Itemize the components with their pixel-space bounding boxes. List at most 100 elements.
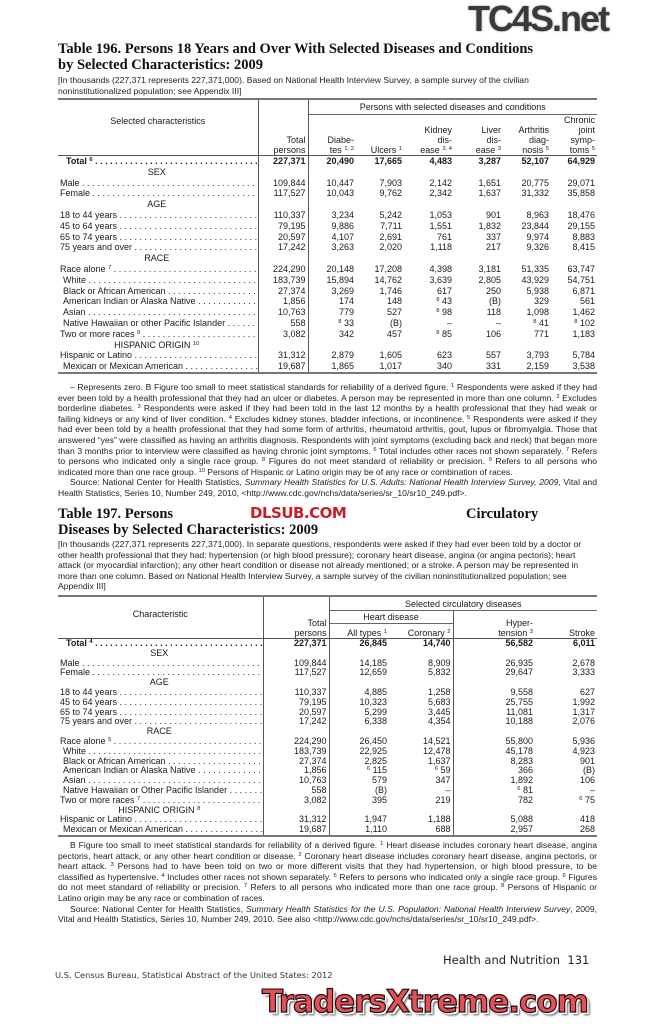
watermark-tc4s-logo: TC4S.net	[468, 0, 610, 39]
column-header: Chronic joint symp-toms 5	[551, 115, 597, 156]
row-label: Total 4	[58, 638, 264, 649]
data-cell: 3,082	[258, 328, 309, 340]
footnote-marker: 6	[373, 446, 377, 453]
data-cell: 109,844	[258, 177, 309, 189]
row-label-text: Asian	[63, 776, 262, 785]
data-cell: 106	[579, 775, 595, 786]
data-cell: 52,107	[521, 156, 549, 166]
data-cell	[503, 340, 551, 351]
data-cell: 8 33	[338, 317, 354, 328]
row-label-value: 65 to 74 years	[60, 707, 118, 717]
data-cell: 9,326	[526, 242, 549, 253]
data-cell: 8,963	[526, 209, 549, 220]
publication-credit: U.S. Census Bureau, Statistical Abstract…	[55, 970, 333, 980]
data-cell: 4,923	[572, 745, 595, 756]
data-cell: 3,538	[572, 361, 596, 372]
stub-header: Characteristic	[58, 596, 264, 639]
footnote-marker: 9	[137, 329, 141, 336]
data-cell: 20,775	[521, 177, 549, 188]
column-header-line: Coronary 2	[407, 628, 451, 638]
row-label-text: HISPANIC ORIGIN 10	[114, 340, 199, 350]
data-cell: 17,208	[374, 263, 402, 274]
data-cell: 2,342	[429, 188, 452, 199]
data-cell: 227,371	[258, 155, 309, 167]
data-cell: 418	[579, 814, 595, 825]
column-header-line: dis-	[437, 135, 452, 145]
section-row: RACE	[58, 727, 597, 737]
data-cell: 771	[533, 328, 549, 339]
data-cell: 9,886	[331, 220, 354, 231]
data-cell: 19,687	[258, 361, 309, 373]
row-label-text: Race alone 7	[60, 263, 257, 274]
data-cell: 1,110	[365, 824, 387, 835]
data-cell: 10,763	[258, 307, 309, 318]
column-header: Ulcers 1	[356, 115, 404, 156]
data-cell: (B)	[390, 317, 402, 328]
footnote-marker: 8	[436, 329, 440, 336]
data-cell: 1,188	[389, 815, 454, 826]
row-label-text: Male	[60, 178, 257, 188]
group-header: Persons with selected diseases and condi…	[308, 99, 598, 115]
row-label-value: 45 to 64 years	[60, 697, 118, 707]
row-label-value: Two or more races	[60, 795, 135, 805]
table-row: Asian 10,763 779 527 8 98 118 1,098 1,462	[58, 307, 597, 318]
data-cell: 117,527	[258, 188, 309, 200]
data-cell	[551, 167, 597, 178]
data-cell	[258, 339, 309, 351]
column-header-line: Chronic	[564, 115, 596, 125]
row-label-value: Female	[60, 668, 91, 678]
data-cell: 217	[485, 242, 501, 253]
data-cell: 4,483	[429, 156, 452, 166]
column-header-line: Ulcers 1	[370, 145, 402, 155]
row-label-text: Female	[60, 188, 257, 198]
data-cell: 331	[485, 361, 501, 372]
column-header-line: persons	[273, 145, 306, 155]
table-196-title-line1: Table 196. Persons 18 Years and Over Wit…	[58, 41, 534, 57]
table-197-headnote: [In thousands (227,371 represents 227,37…	[58, 539, 582, 592]
data-cell: 8,283	[510, 755, 533, 766]
data-cell: 224,290	[258, 263, 309, 275]
row-label-text: White	[63, 275, 257, 285]
data-cell: 782	[517, 794, 533, 805]
data-cell: 11,081	[506, 706, 533, 717]
data-cell: 29,647	[505, 667, 533, 678]
footnote-marker: 6	[89, 157, 93, 163]
row-label: Two or more races 9	[58, 328, 259, 340]
column-header-line: symp-	[570, 135, 596, 145]
data-cell: 901	[485, 209, 501, 220]
data-cell: 54,751	[567, 274, 596, 285]
table-197-title-line1-right: Circulatory	[466, 506, 539, 522]
data-cell: 14,762	[374, 274, 402, 285]
data-cell: 8,415	[572, 242, 596, 253]
row-label-text: AGE	[150, 678, 169, 687]
row-label-value: Race alone	[60, 263, 106, 274]
column-header: Stroke	[535, 611, 597, 639]
footnote-marker: 1, 2	[344, 146, 354, 152]
data-cell: 329	[533, 296, 549, 307]
data-cell: 27,374	[258, 285, 309, 297]
data-cell: 12,478	[389, 746, 454, 757]
data-cell: 779	[338, 307, 354, 318]
row-label: Hispanic or Latino	[58, 815, 264, 826]
page-footer-section: Health and Nutrition 131	[443, 953, 589, 967]
column-header-line: tension 3	[498, 628, 533, 638]
column-header-line: persons	[294, 628, 327, 638]
footnote-marker: 7	[137, 795, 141, 802]
data-cell: 29,155	[567, 220, 596, 231]
table-row: Black or African American 27,374 3,269 1,74…	[58, 285, 597, 297]
data-cell: 5,242	[379, 209, 402, 220]
column-header-line: Liver	[481, 125, 501, 135]
data-cell: 3,234	[331, 209, 354, 220]
data-cell: 342	[338, 328, 354, 339]
row-label-text: 45 to 64 years	[60, 697, 262, 707]
section-row: AGE	[58, 199, 597, 210]
data-cell: 26,935	[505, 657, 533, 668]
column-header-line: Diabe-	[327, 135, 354, 145]
column-header-line: All types 1	[347, 628, 387, 638]
data-cell: 337	[485, 231, 501, 242]
footnote-marker: 1	[383, 629, 387, 635]
data-cell: 1,462	[572, 307, 596, 318]
footnote-marker: 6	[434, 766, 438, 773]
